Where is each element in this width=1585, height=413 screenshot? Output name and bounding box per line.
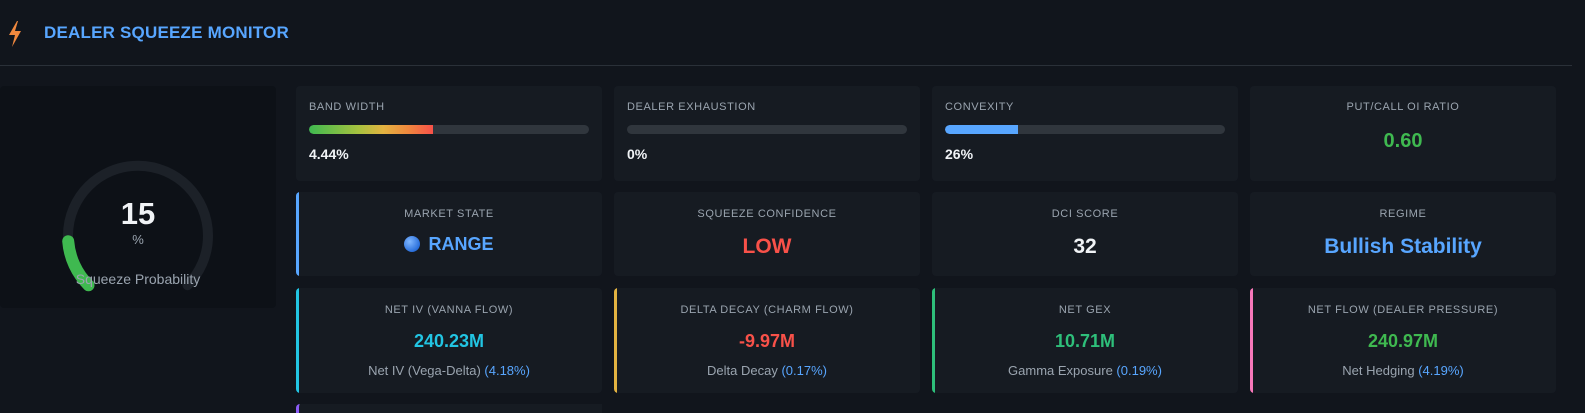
net-flow-card: NET FLOW (DEALER PRESSURE) 240.97M Net H… — [1250, 288, 1556, 393]
convexity-label: CONVEXITY — [945, 101, 1014, 113]
next-row-card-edge — [296, 404, 602, 413]
delta-decay-card: DELTA DECAY (CHARM FLOW) -9.97M Delta De… — [614, 288, 920, 393]
squeeze-confidence-card: SQUEEZE CONFIDENCE LOW — [614, 192, 920, 276]
dci-score-card: DCI SCORE 32 — [932, 192, 1238, 276]
gauge-fill — [62, 235, 95, 292]
gauge-label: Squeeze Probability — [75, 271, 201, 287]
gauge-value: 15 — [120, 196, 156, 231]
market-state-label: MARKET STATE — [404, 208, 494, 220]
regime-value: Bullish Stability — [1324, 235, 1482, 258]
net-flow-percent: (4.19%) — [1418, 363, 1464, 378]
gauge-arc — [62, 160, 213, 292]
net-flow-value: 240.97M — [1367, 331, 1439, 351]
net-iv-label: NET IV (VANNA FLOW) — [384, 304, 514, 316]
market-state-text: RANGE — [428, 234, 494, 254]
band-width-value: 4.44% — [309, 146, 349, 162]
dci-score-value: 32 — [1073, 235, 1097, 258]
regime-card: REGIME Bullish Stability — [1250, 192, 1556, 276]
delta-decay-value: -9.97M — [738, 331, 796, 351]
market-state-value: RANGE — [296, 234, 602, 255]
net-gex-value: 10.71M — [1054, 331, 1116, 351]
delta-decay-percent: (0.17%) — [781, 363, 827, 378]
net-iv-sub-label: Net IV (Vega-Delta) — [368, 363, 481, 378]
net-iv-percent: (4.18%) — [484, 363, 530, 378]
put-call-ratio-card: PUT/CALL OI RATIO 0.60 — [1250, 86, 1556, 181]
delta-decay-sub-label: Delta Decay — [707, 363, 778, 378]
delta-decay-label: DELTA DECAY (CHARM FLOW) — [680, 304, 854, 316]
band-width-label: BAND WIDTH — [309, 101, 385, 113]
net-flow-sub-label: Net Hedging — [1342, 363, 1415, 378]
net-gex-sub-label: Gamma Exposure — [1008, 363, 1113, 378]
band-width-bar — [309, 125, 589, 134]
dealer-exhaustion-label: DEALER EXHAUSTION — [627, 101, 756, 113]
put-call-ratio-label: PUT/CALL OI RATIO — [1346, 101, 1460, 113]
net-flow-subtext: Net Hedging (4.19%) — [1250, 363, 1556, 378]
convexity-bar — [945, 125, 1225, 134]
regime-label: REGIME — [1379, 208, 1427, 220]
delta-decay-subtext: Delta Decay (0.17%) — [614, 363, 920, 378]
convexity-bar-fill — [945, 125, 1018, 134]
net-gex-accent — [932, 288, 935, 393]
band-width-card: BAND WIDTH 4.44% — [296, 86, 602, 181]
market-state-card: MARKET STATE RANGE — [296, 192, 602, 276]
dci-score-label: DCI SCORE — [1051, 208, 1119, 220]
dealer-exhaustion-value: 0% — [627, 146, 648, 162]
market-state-dot-icon — [404, 236, 421, 252]
band-width-bar-fill — [309, 125, 434, 134]
convexity-value: 26% — [945, 146, 974, 162]
dealer-exhaustion-card: DEALER EXHAUSTION 0% — [614, 86, 920, 181]
squeeze-confidence-label: SQUEEZE CONFIDENCE — [697, 208, 837, 220]
net-gex-subtext: Gamma Exposure (0.19%) — [932, 363, 1238, 378]
delta-decay-accent — [614, 288, 617, 393]
net-gex-percent: (0.19%) — [1116, 363, 1162, 378]
net-iv-vanna-card: NET IV (VANNA FLOW) 240.23M Net IV (Vega… — [296, 288, 602, 393]
header: DEALER SQUEEZE MONITOR — [0, 0, 1572, 66]
net-flow-accent — [1250, 288, 1253, 393]
net-gex-card: NET GEX 10.71M Gamma Exposure (0.19%) — [932, 288, 1238, 393]
net-flow-label: NET FLOW (DEALER PRESSURE) — [1307, 304, 1499, 316]
dealer-exhaustion-bar — [627, 125, 907, 134]
convexity-card: CONVEXITY 26% — [932, 86, 1238, 181]
net-iv-subtext: Net IV (Vega-Delta) (4.18%) — [296, 363, 602, 378]
bolt-icon — [9, 21, 21, 47]
net-iv-accent — [296, 288, 299, 393]
net-gex-label: NET GEX — [1058, 304, 1112, 316]
gauge-unit: % — [132, 232, 144, 247]
page-title: DEALER SQUEEZE MONITOR — [44, 23, 289, 42]
squeeze-probability-gauge: 15 % Squeeze Probability — [0, 86, 276, 308]
put-call-ratio-value: 0.60 — [1383, 130, 1423, 152]
market-state-accent — [296, 192, 299, 276]
net-iv-value: 240.23M — [413, 331, 485, 351]
squeeze-confidence-value: LOW — [742, 235, 792, 258]
